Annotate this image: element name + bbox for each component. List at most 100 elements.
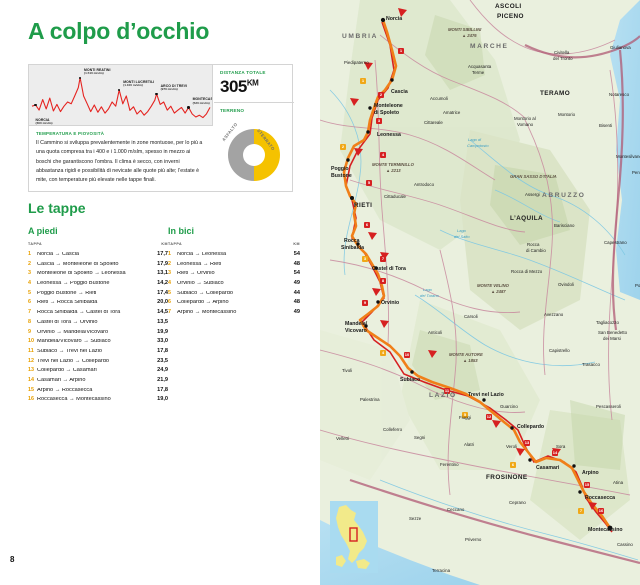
map-stage-badge: 5 [462,412,468,418]
elevation-peak-dot [118,88,121,92]
stage-number: 1 [168,251,171,258]
stage-row: 3 Monteleone di Spoleto → Leonessa 13,1 [28,269,168,279]
map-stage-badge: 2 [340,144,346,150]
map-stage-badge: 7 [578,508,584,514]
map-stage-badge: 3 [376,118,382,124]
italy-inset-svg [330,501,378,573]
terrain-donut-svg [228,129,280,181]
total-distance-label: DISTANZA TOTALE [220,70,266,75]
temperature-rainfall-block: TEMPERATURA E PIOVOSITÀ Il Cammino si sv… [29,125,213,192]
elevation-peak-dot [187,106,190,109]
stage-number: 2 [28,260,31,267]
elevation-profile-chart: NORCIA (600 m/slm) MONTI REATINI (1.510 m/s… [29,65,213,125]
stages-section-title: Le tappe [28,200,86,216]
map-stage-badge: 7 [380,256,386,262]
stage-km: 54 [293,251,300,258]
temperature-body-text: Il Cammino si sviluppa prevalentemente i… [36,140,203,184]
peak-altitude: (1.510 m/slm) [84,71,104,76]
header-km: KM [161,242,168,246]
terrain-label: TERRENO [220,108,245,113]
elevation-peak-dot [78,76,82,79]
stage-name: Rieti → Orvinio [177,271,215,277]
stage-number: 3 [28,270,31,277]
left-content-panel: A colpo d’occhio NORCIA (600 m/slm) MONTI … [10,18,300,564]
stage-km: 48 [293,299,300,306]
route-overlay-svg [342,8,613,533]
stage-number: 16 [28,396,34,403]
stage-name: Castel di Tora → Orvinio [37,319,98,325]
list-title-a-piedi: A piedi [28,226,58,236]
stage-number: 10 [28,338,34,345]
stage-name: Orvinio → Subiaco [177,281,224,287]
italy-inset-map [330,501,378,573]
stage-name: Monteleone di Spoleto → Leonessa [37,271,126,277]
stage-number: 2 [168,260,171,267]
stage-number: 8 [28,318,31,325]
terrain-stat: TERRENO ASFALTO STERRATO [214,103,294,192]
stage-km: 23,5 [157,357,168,364]
total-distance-value: 305KM [220,77,294,97]
stage-km: 14,5 [157,309,168,316]
map-stage-badge: 2 [378,92,384,98]
stage-km: 17,8 [157,347,168,354]
map-stage-badge: 1 [360,78,366,84]
stage-km: 24,9 [157,367,168,374]
peak-name: MONTECASSINO [192,97,213,102]
peak-altitude: (600 m/slm) [35,121,53,125]
stage-number: 14 [28,376,34,383]
list-header-a-piedi: TAPPA KM [28,242,168,248]
stage-row: 16 Roccasecca → Montecassino 19,0 [28,395,168,405]
overview-info-card: NORCIA (600 m/slm) MONTI REATINI (1.510 m/s… [28,64,294,192]
stage-name: Orvinio → Mandela/Vicovaro [37,329,109,335]
stage-number: 4 [168,280,171,287]
stage-km: 49 [293,309,300,316]
stage-number: 5 [28,289,31,296]
stage-row: 14 Casamari → Arpino 21,9 [28,376,168,386]
stage-name: Collepardo → Arpino [177,300,229,306]
elevation-peak-label: MONTI LUCRETILI (1.100 m/slm) [123,80,155,88]
stage-name: Leonessa → Poggio Bustone [37,281,110,287]
stage-number: 7 [168,309,171,316]
map-stage-badge: 4 [380,350,386,356]
peak-name: MONTI LUCRETILI [123,80,155,84]
stage-number: 3 [168,270,171,277]
stage-km: 17,7 [157,251,168,258]
list-title-in-bici: In bici [168,226,195,236]
map-stage-badge: 11 [444,388,450,394]
stage-row: 5 Subiaco → Collepardo 44 [168,289,300,299]
route-map[interactable]: 1 1 2 3 2 4 5 6 3 7 8 9 4 10 11 5 12 13 6 14 15 7 16 ASCOLI PIC… [320,0,640,585]
stage-name: Leonessa → Rieti [177,261,222,267]
stage-km: 19,0 [157,396,168,403]
list-header-in-bici: TAPPA KM [168,242,300,248]
stage-number: 4 [28,280,31,287]
stage-row: 15 Arpino → Roccasecca 17,8 [28,386,168,396]
map-stage-badge: 4 [380,152,386,158]
stage-km: 48 [293,260,300,267]
elevation-peak-dot [155,92,158,96]
stage-row: 4 Orvinio → Subiaco 49 [168,279,300,289]
map-stage-badge: 14 [552,450,558,456]
map-stage-badge: 9 [362,300,368,306]
stage-number: 6 [28,299,31,306]
stage-km: 17,9 [157,260,168,267]
stage-row: 11 Subiaco → Trevi nel Lazio 17,8 [28,347,168,357]
header-km: KM [293,242,300,246]
elevation-peak-label: NORCIA (600 m/slm) [35,118,53,125]
stage-km: 21,9 [157,376,168,383]
stage-rows-in-bici: 1 Norcia → Leonessa 54 2 Leonessa → Rieti 48 3… [168,250,300,318]
stage-number: 15 [28,386,34,393]
stage-row: 7 Rocca Sinibalda → Castel di Tora 14,5 [28,308,168,318]
stage-row: 8 Castel di Tora → Orvinio 13,5 [28,318,168,328]
elevation-peak-label: MONTI REATINI (1.510 m/slm) [84,68,110,76]
stage-name: Norcia → Cascia [37,252,79,258]
stage-km: 14,2 [157,280,168,287]
stage-number: 9 [28,328,31,335]
temperature-heading: TEMPERATURA E PIOVOSITÀ [36,131,105,136]
map-stage-badge: 13 [524,440,530,446]
stage-name: Trevi nel Lazio → Collepardo [37,358,109,364]
stage-km: 17,4 [157,289,168,296]
map-stage-badge: 5 [366,180,372,186]
stage-row: 9 Orvinio → Mandela/Vicovaro 19,9 [28,328,168,338]
stage-number: 5 [168,289,171,296]
